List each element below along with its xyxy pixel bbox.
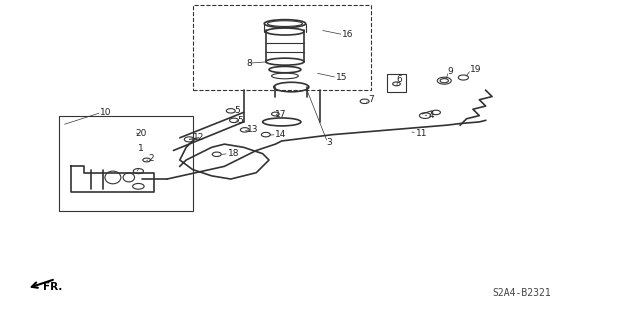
Text: 5: 5 xyxy=(234,106,240,115)
Text: 12: 12 xyxy=(193,133,204,142)
Text: 10: 10 xyxy=(100,108,111,117)
Bar xyxy=(59,116,193,211)
Text: S2A4-B2321: S2A4-B2321 xyxy=(492,288,551,298)
Text: 15: 15 xyxy=(336,73,348,82)
Text: 13: 13 xyxy=(246,125,258,134)
Text: 6: 6 xyxy=(396,75,402,84)
Text: 5: 5 xyxy=(237,116,243,125)
Bar xyxy=(387,74,406,92)
Text: 20: 20 xyxy=(135,129,147,138)
Text: 7: 7 xyxy=(368,95,374,104)
Text: 3: 3 xyxy=(326,138,332,147)
Text: 8: 8 xyxy=(246,59,252,68)
Text: 11: 11 xyxy=(415,129,427,138)
Text: 4: 4 xyxy=(428,111,434,120)
Text: 17: 17 xyxy=(275,109,287,118)
Text: 1: 1 xyxy=(138,144,144,153)
Bar xyxy=(193,4,371,90)
Text: 19: 19 xyxy=(470,65,481,74)
Text: 18: 18 xyxy=(228,149,239,158)
Text: 9: 9 xyxy=(447,67,453,76)
Text: 14: 14 xyxy=(275,130,287,139)
Text: 2: 2 xyxy=(148,154,154,163)
Text: FR.: FR. xyxy=(43,282,62,292)
Text: 16: 16 xyxy=(342,30,354,39)
